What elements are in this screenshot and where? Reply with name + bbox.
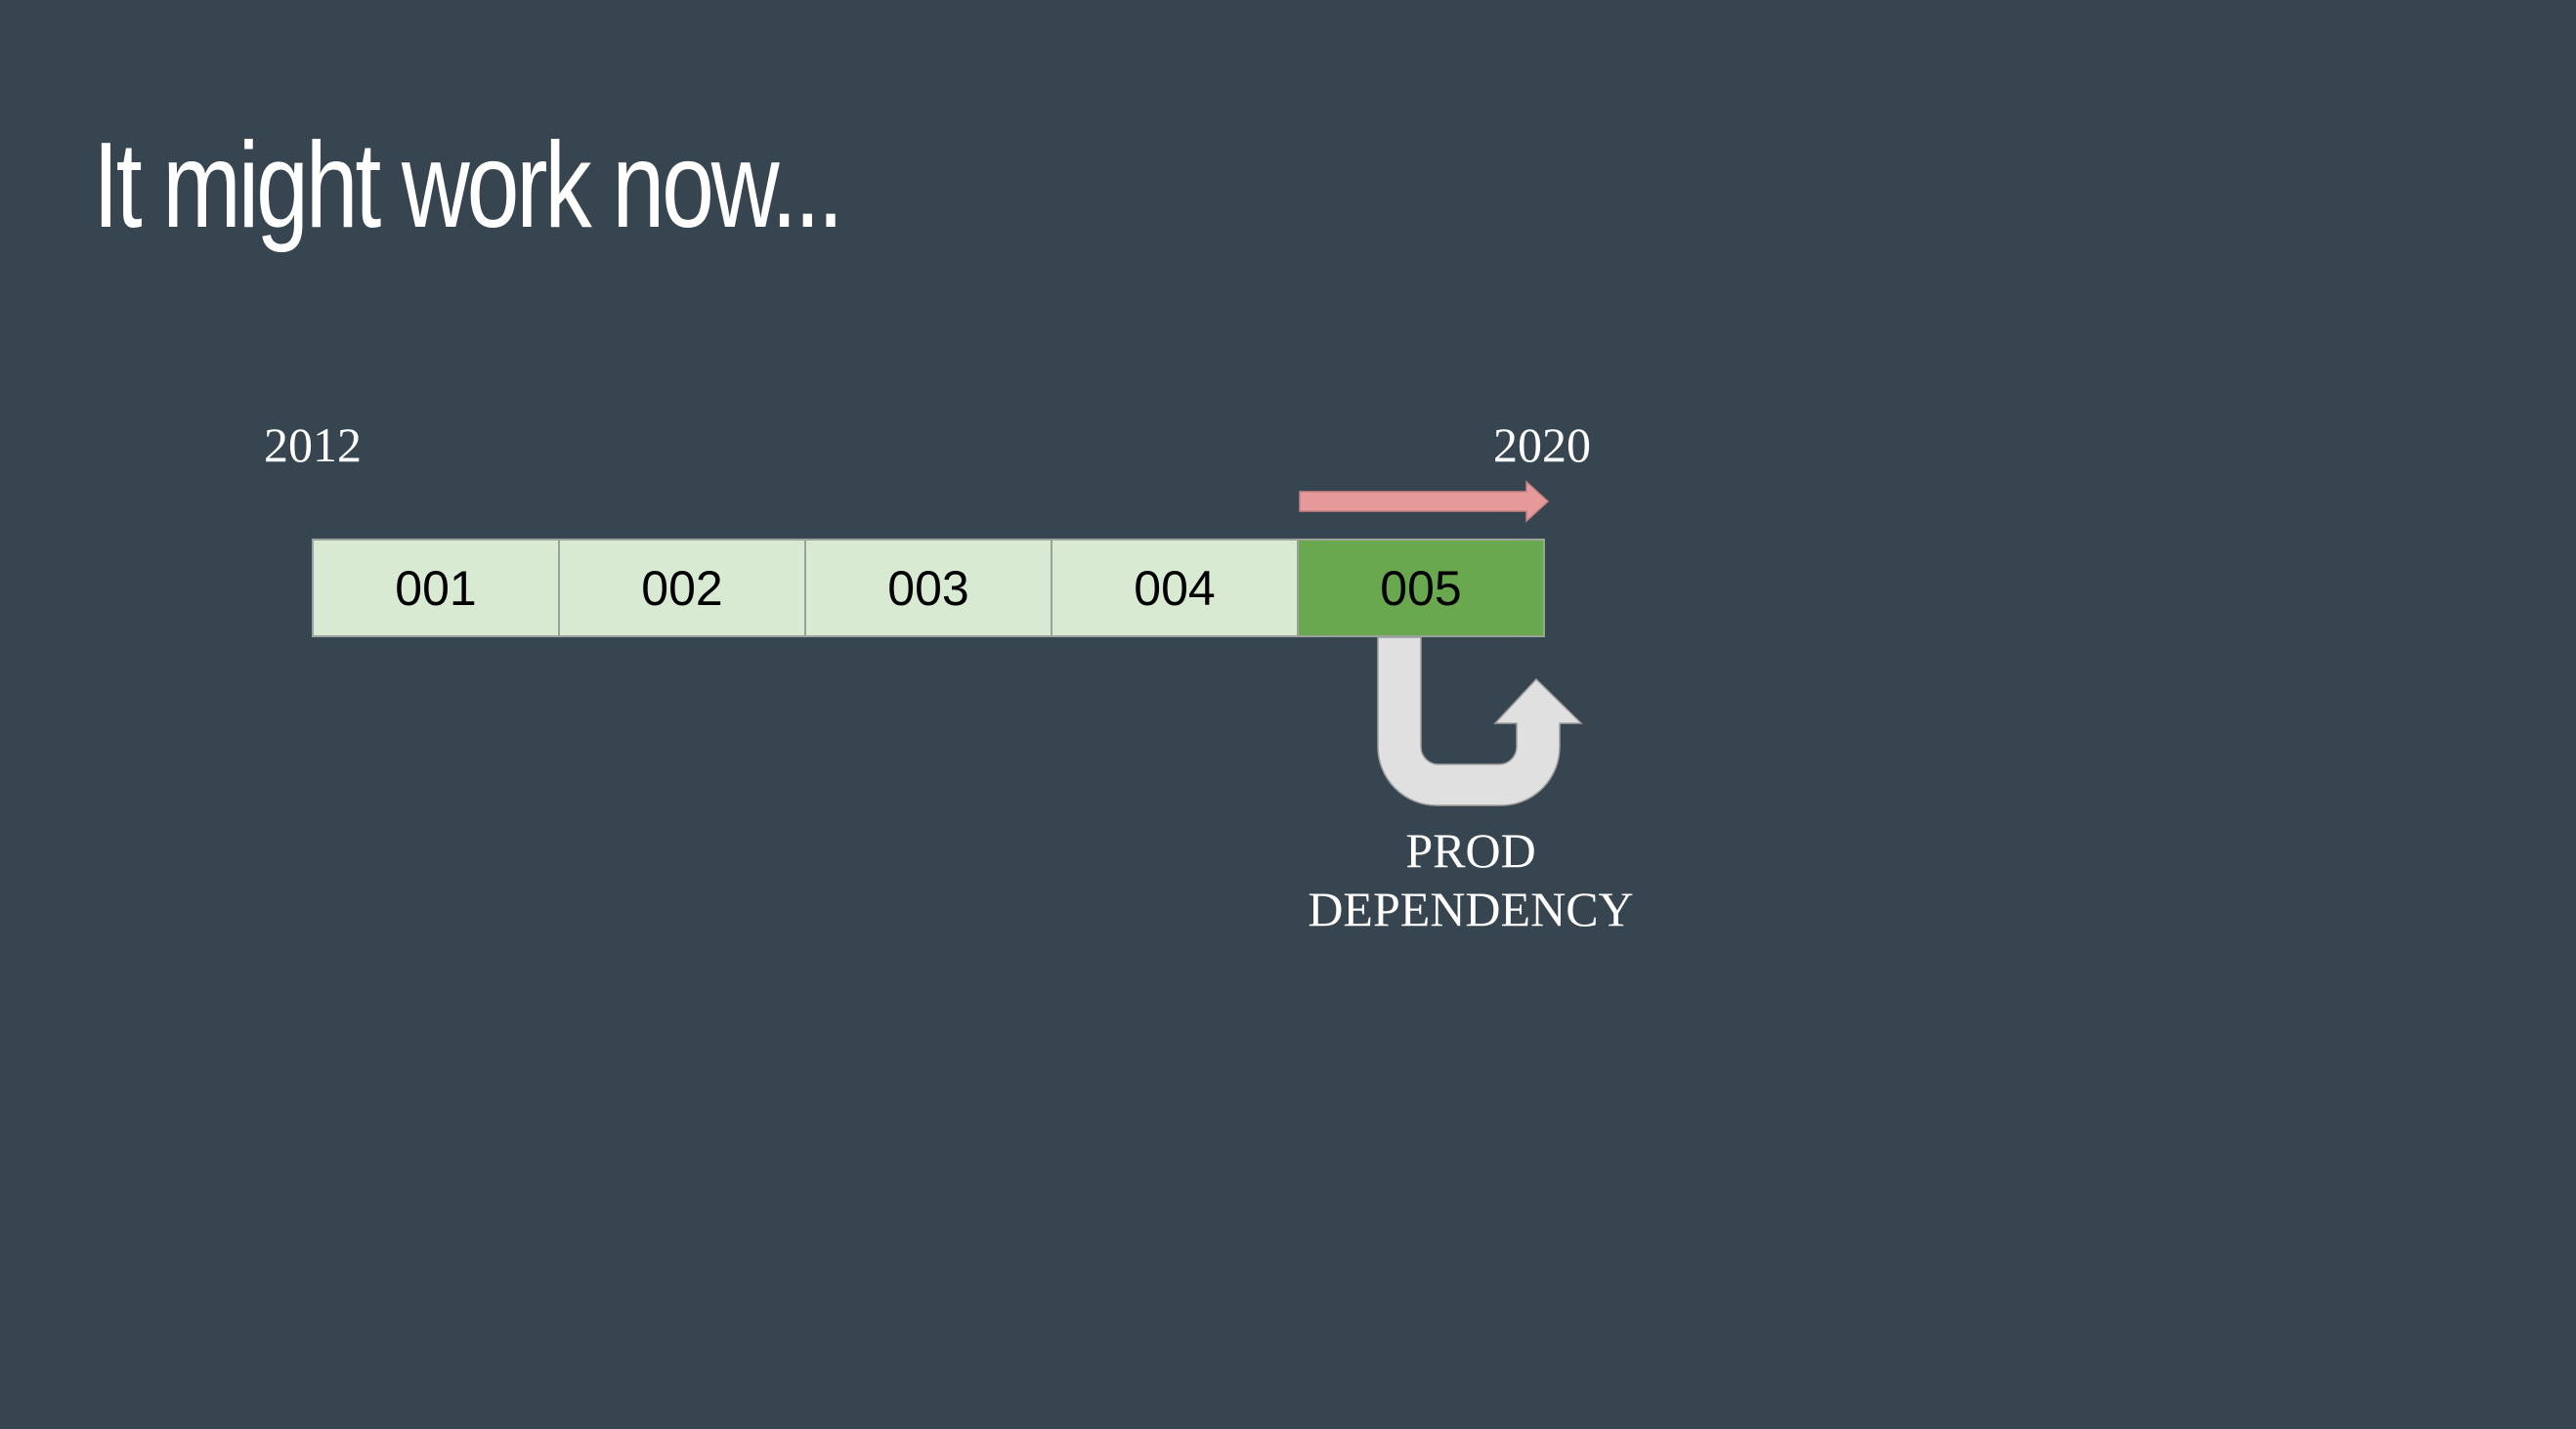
timeline-cell-003: 003 [806, 541, 1052, 635]
timeline-end-year: 2020 [1493, 417, 1591, 472]
timeline-cell-004: 004 [1052, 541, 1299, 635]
timeline-cell-001: 001 [314, 541, 560, 635]
prod-dependency-label: PROD DEPENDENCY [1270, 821, 1671, 938]
timeline-cell-002: 002 [560, 541, 806, 635]
timeline-start-year: 2012 [264, 417, 362, 472]
prod-dependency-line-2: DEPENDENCY [1308, 882, 1634, 936]
version-timeline: 001 002 003 004 005 [312, 539, 1545, 637]
prod-dependency-line-1: PROD [1405, 823, 1536, 878]
u-turn-arrow-icon [1377, 636, 1583, 806]
right-arrow-icon [1299, 480, 1550, 523]
timeline-cell-005: 005 [1299, 541, 1543, 635]
slide-title: It might work now... [93, 118, 844, 253]
